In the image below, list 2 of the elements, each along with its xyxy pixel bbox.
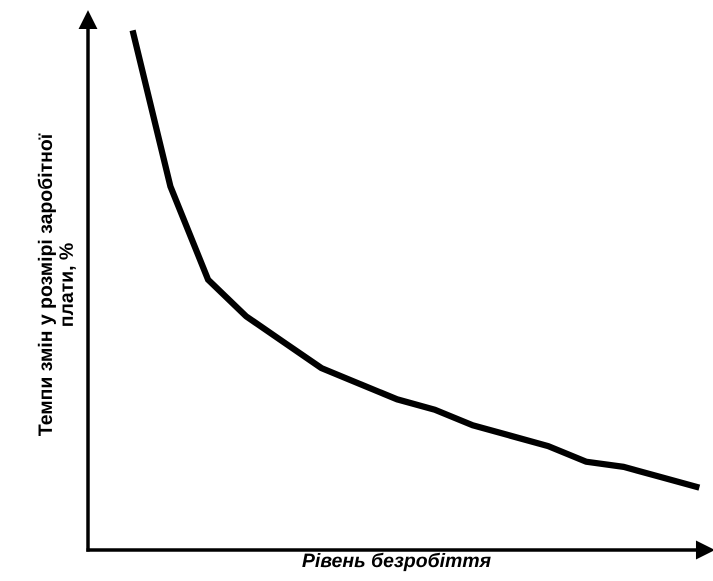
y-axis-title: Темпи змін у розмірі заробітної плати, % bbox=[38, 133, 76, 436]
x-axis-title: Рівень безробіття bbox=[302, 552, 491, 572]
